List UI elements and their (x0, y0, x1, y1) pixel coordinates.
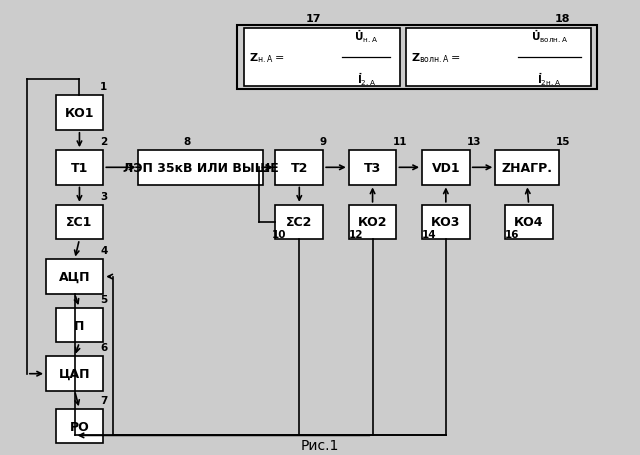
Text: 8: 8 (183, 137, 190, 147)
Bar (349, 151, 396, 185)
Text: 2: 2 (100, 137, 108, 147)
Text: 17: 17 (306, 14, 321, 24)
Text: ЦАП: ЦАП (59, 367, 90, 380)
Text: ΣС1: ΣС1 (67, 216, 93, 229)
Bar (46, 357, 103, 391)
Text: 13: 13 (467, 137, 481, 147)
Text: 11: 11 (394, 137, 408, 147)
Text: 4: 4 (100, 246, 108, 256)
Bar (275, 151, 323, 185)
Text: КО3: КО3 (431, 216, 461, 229)
Text: 15: 15 (556, 137, 570, 147)
Text: П: П (74, 319, 84, 332)
Text: Рис.1: Рис.1 (301, 438, 339, 452)
Text: $\mathbf{Z_{\rm н.А}}=$: $\mathbf{Z_{\rm н.А}}=$ (248, 51, 284, 65)
Text: 12: 12 (349, 230, 363, 240)
Text: $\mathbf{\dot{U}_{\rm волн.А}}$: $\mathbf{\dot{U}_{\rm волн.А}}$ (531, 28, 568, 45)
Text: 1: 1 (100, 82, 108, 92)
Text: $\mathbf{\dot{I}_{\rm 2н.А}}$: $\mathbf{\dot{I}_{\rm 2н.А}}$ (538, 71, 561, 88)
Text: ЛЭП 35кВ ИЛИ ВЫШЕ: ЛЭП 35кВ ИЛИ ВЫШЕ (123, 162, 278, 174)
Bar (56, 308, 103, 343)
Text: РО: РО (70, 420, 90, 433)
Text: Т2: Т2 (291, 162, 308, 174)
Text: 7: 7 (100, 395, 108, 405)
Bar (244, 29, 399, 87)
Text: 16: 16 (505, 230, 519, 240)
Text: $\mathbf{\dot{U}_{\rm н.А}}$: $\mathbf{\dot{U}_{\rm н.А}}$ (355, 28, 378, 45)
Text: 6: 6 (100, 343, 108, 353)
Text: ΣС2: ΣС2 (286, 216, 312, 229)
Text: 10: 10 (272, 230, 287, 240)
Text: Т1: Т1 (71, 162, 88, 174)
Text: 3: 3 (100, 191, 108, 201)
Text: ZНАГР.: ZНАГР. (502, 162, 552, 174)
Bar (406, 29, 591, 87)
Text: КО2: КО2 (358, 216, 387, 229)
Text: КО4: КО4 (514, 216, 543, 229)
Bar (349, 205, 396, 240)
Text: 9: 9 (320, 137, 327, 147)
Bar (275, 205, 323, 240)
Text: 18: 18 (554, 14, 570, 24)
Text: $\mathbf{Z_{\rm волн.А}}=$: $\mathbf{Z_{\rm волн.А}}=$ (411, 51, 461, 65)
Bar (495, 151, 559, 185)
Bar (138, 151, 262, 185)
Bar (237, 25, 597, 90)
Text: $\mathbf{\dot{I}_{\rm 2.А}}$: $\mathbf{\dot{I}_{\rm 2.А}}$ (356, 71, 376, 88)
Bar (56, 409, 103, 444)
Text: VD1: VD1 (431, 162, 460, 174)
Bar (505, 205, 552, 240)
Bar (46, 260, 103, 294)
Bar (56, 96, 103, 131)
Text: АЦП: АЦП (59, 270, 90, 283)
Text: 5: 5 (100, 294, 108, 304)
Text: КО1: КО1 (65, 107, 94, 120)
Bar (56, 151, 103, 185)
Bar (422, 205, 470, 240)
Bar (56, 205, 103, 240)
Bar (422, 151, 470, 185)
Text: 14: 14 (422, 230, 436, 240)
Text: Т3: Т3 (364, 162, 381, 174)
